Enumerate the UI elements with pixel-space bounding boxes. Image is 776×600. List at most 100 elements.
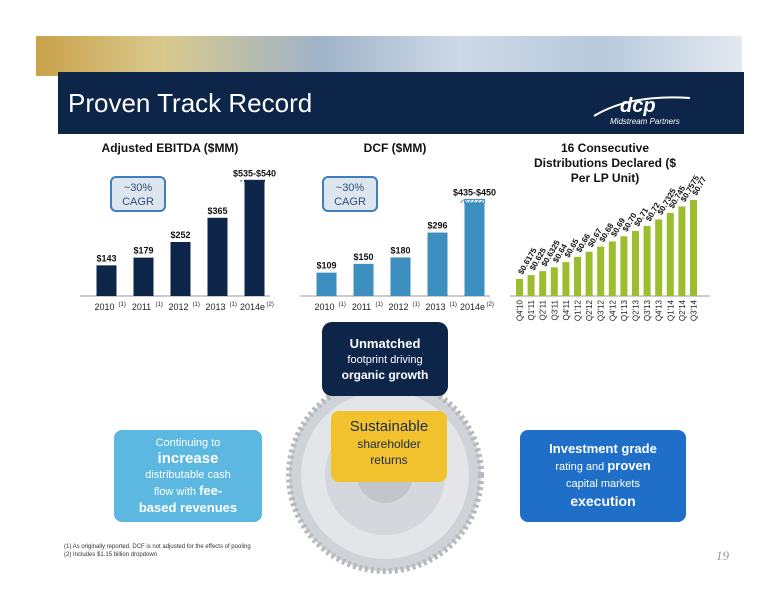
distributions-category-label: Q3'11 [550, 299, 559, 320]
dcf-bar [390, 257, 411, 296]
distributions-bar [620, 236, 628, 296]
ebitda-value-label: $143 [96, 253, 116, 263]
distributions-category-label: Q4'13 [655, 299, 664, 321]
ebitda-category-label: 2012 [168, 302, 188, 312]
organic-growth-line2: footprint driving [347, 354, 423, 366]
distributions-category-label: Q1'13 [620, 299, 629, 321]
dcf-bar [316, 272, 337, 296]
dcf-footnote-marker: (1) [450, 302, 457, 308]
dcf-category-label: 2013 [425, 302, 445, 312]
shareholder-returns-line1: Sustainable [349, 418, 429, 435]
distributions-bar [666, 212, 674, 296]
dcf-category-label: 2010 [314, 302, 334, 312]
ebitda-category-label: 2010 [94, 302, 114, 312]
distributions-bar [516, 278, 523, 296]
footnote-1: (1) As originally reported. DCF is not a… [64, 544, 251, 550]
dcf-bar [464, 199, 485, 296]
ebitda-value-label: $535-$540 [233, 168, 276, 178]
dcf-value-label: $109 [316, 261, 336, 271]
distributions-category-label: Q2'11 [539, 299, 548, 320]
ebitda-bar [96, 265, 117, 296]
distributions-bar [585, 251, 593, 296]
distributions-category-label: Q1'11 [527, 299, 536, 320]
distributions-category-label: Q3'14 [690, 299, 699, 321]
distributions-bar [574, 256, 581, 296]
distributions-bar [562, 262, 570, 296]
distributions-category-label: Q1'12 [574, 299, 583, 321]
distributions-category-label: Q4'12 [608, 299, 617, 321]
ebitda-footnote-marker: (1) [193, 302, 200, 308]
investment-grade-line2b: proven [607, 458, 651, 473]
ebitda-category-label: 2011 [132, 302, 151, 312]
distributable-cash-line5: based revenues [138, 500, 238, 515]
shareholder-returns-line2: shareholder [357, 437, 421, 451]
distributable-cash-box: Continuing to increase distributable cas… [114, 430, 262, 522]
investment-grade-line4: execution [570, 493, 636, 509]
distributions-bar [655, 219, 663, 296]
dcf-value-label: $150 [353, 252, 373, 262]
shareholder-returns-box: Sustainable shareholder returns [331, 411, 447, 482]
distributions-category-label: Q3'13 [643, 299, 652, 321]
distributions-bar [527, 275, 535, 296]
dcf-cagr-callout: ~30% CAGR [322, 176, 378, 212]
logo-text: Midstream Partners [610, 117, 680, 126]
dcf-value-label: $180 [390, 245, 410, 255]
distributions-bar-chart: $0.6175Q4'10$0.625Q1'11$0.6325Q2'11$0.64… [510, 173, 710, 321]
distributable-cash-line3: distributable cash [145, 469, 231, 481]
dcf-footnote-marker: (1) [376, 302, 383, 308]
distributions-category-label: Q2'14 [678, 299, 687, 321]
ebitda-footnote-marker: (1) [230, 302, 237, 308]
dcf-bar [427, 232, 448, 296]
distributions-category-label: Q4'10 [516, 299, 525, 321]
ebitda-category-label: 2013 [205, 302, 225, 312]
dcf-footnote-marker: (1) [413, 302, 420, 308]
investment-grade-line2a: rating and [555, 461, 605, 473]
svg-text:dcp: dcp [620, 95, 656, 117]
distributable-cash-line4b: fee- [199, 483, 223, 498]
distributable-cash-line2: increase [157, 450, 219, 467]
distributions-bar [632, 231, 639, 296]
dcf-chart-title: DCF ($MM) [363, 141, 427, 155]
distributions-bar [550, 267, 558, 296]
ebitda-footnote-marker: (1) [119, 302, 126, 308]
distributions-bar [690, 200, 697, 296]
title-bar [58, 72, 744, 134]
dcf-value-label: $296 [427, 221, 447, 231]
dcf-category-label: 2012 [388, 302, 408, 312]
distributions-category-label: Q3'12 [597, 299, 606, 321]
distributable-cash-line4: flow with [153, 486, 196, 498]
dcf-footnote-marker: (2) [487, 302, 494, 308]
investment-grade-box: Investment grade rating and proven capit… [520, 430, 686, 522]
dcp-logo: dcp Midstream Partners [593, 95, 691, 126]
distributions-chart-title: 16 Consecutive Distributions Declared ($… [533, 141, 677, 185]
organic-growth-line3: organic growth [341, 368, 429, 382]
page-number: 19 [716, 548, 729, 563]
ebitda-bar [207, 217, 228, 296]
dcf-bar [353, 263, 374, 296]
ebitda-chart-title: Adjusted EBITDA ($MM) [101, 141, 239, 155]
ebitda-value-label: $179 [133, 246, 153, 256]
distributions-category-label: Q1'14 [666, 299, 675, 321]
distributions-bar [643, 225, 651, 296]
dcf-range-hatch [460, 199, 485, 204]
distributions-bar [608, 241, 616, 296]
ebitda-bar-chart: $143 2010 (1) $179 2011 (1) $252 2012 (1) $365 201… [80, 168, 276, 312]
ebitda-value-label: $252 [170, 230, 190, 240]
distributions-bar [597, 246, 605, 296]
distributions-category-label: Q2'13 [632, 299, 641, 321]
slide-title: Proven Track Record [68, 88, 313, 118]
ebitda-category-label: 2014e [240, 302, 265, 312]
dcf-category-label: 2011 [352, 302, 371, 312]
ebitda-footnote-marker: (1) [156, 302, 163, 308]
ebitda-range-hatch [240, 179, 265, 182]
distributions-bar [539, 271, 547, 296]
investment-grade-line1: Investment grade [549, 441, 657, 456]
dcf-bar-chart: $109 2010 (1) $150 2011 (1) $180 2012 (1) $296 201… [300, 188, 496, 312]
banner-photo [36, 36, 742, 76]
distributions-category-label: Q4'11 [562, 299, 571, 320]
distributions-category-label: Q2'12 [585, 299, 594, 321]
distributions-bar [678, 206, 686, 296]
dcf-category-label: 2014e [460, 302, 485, 312]
organic-growth-line1: Unmatched [349, 336, 421, 351]
ebitda-bar [133, 257, 154, 296]
